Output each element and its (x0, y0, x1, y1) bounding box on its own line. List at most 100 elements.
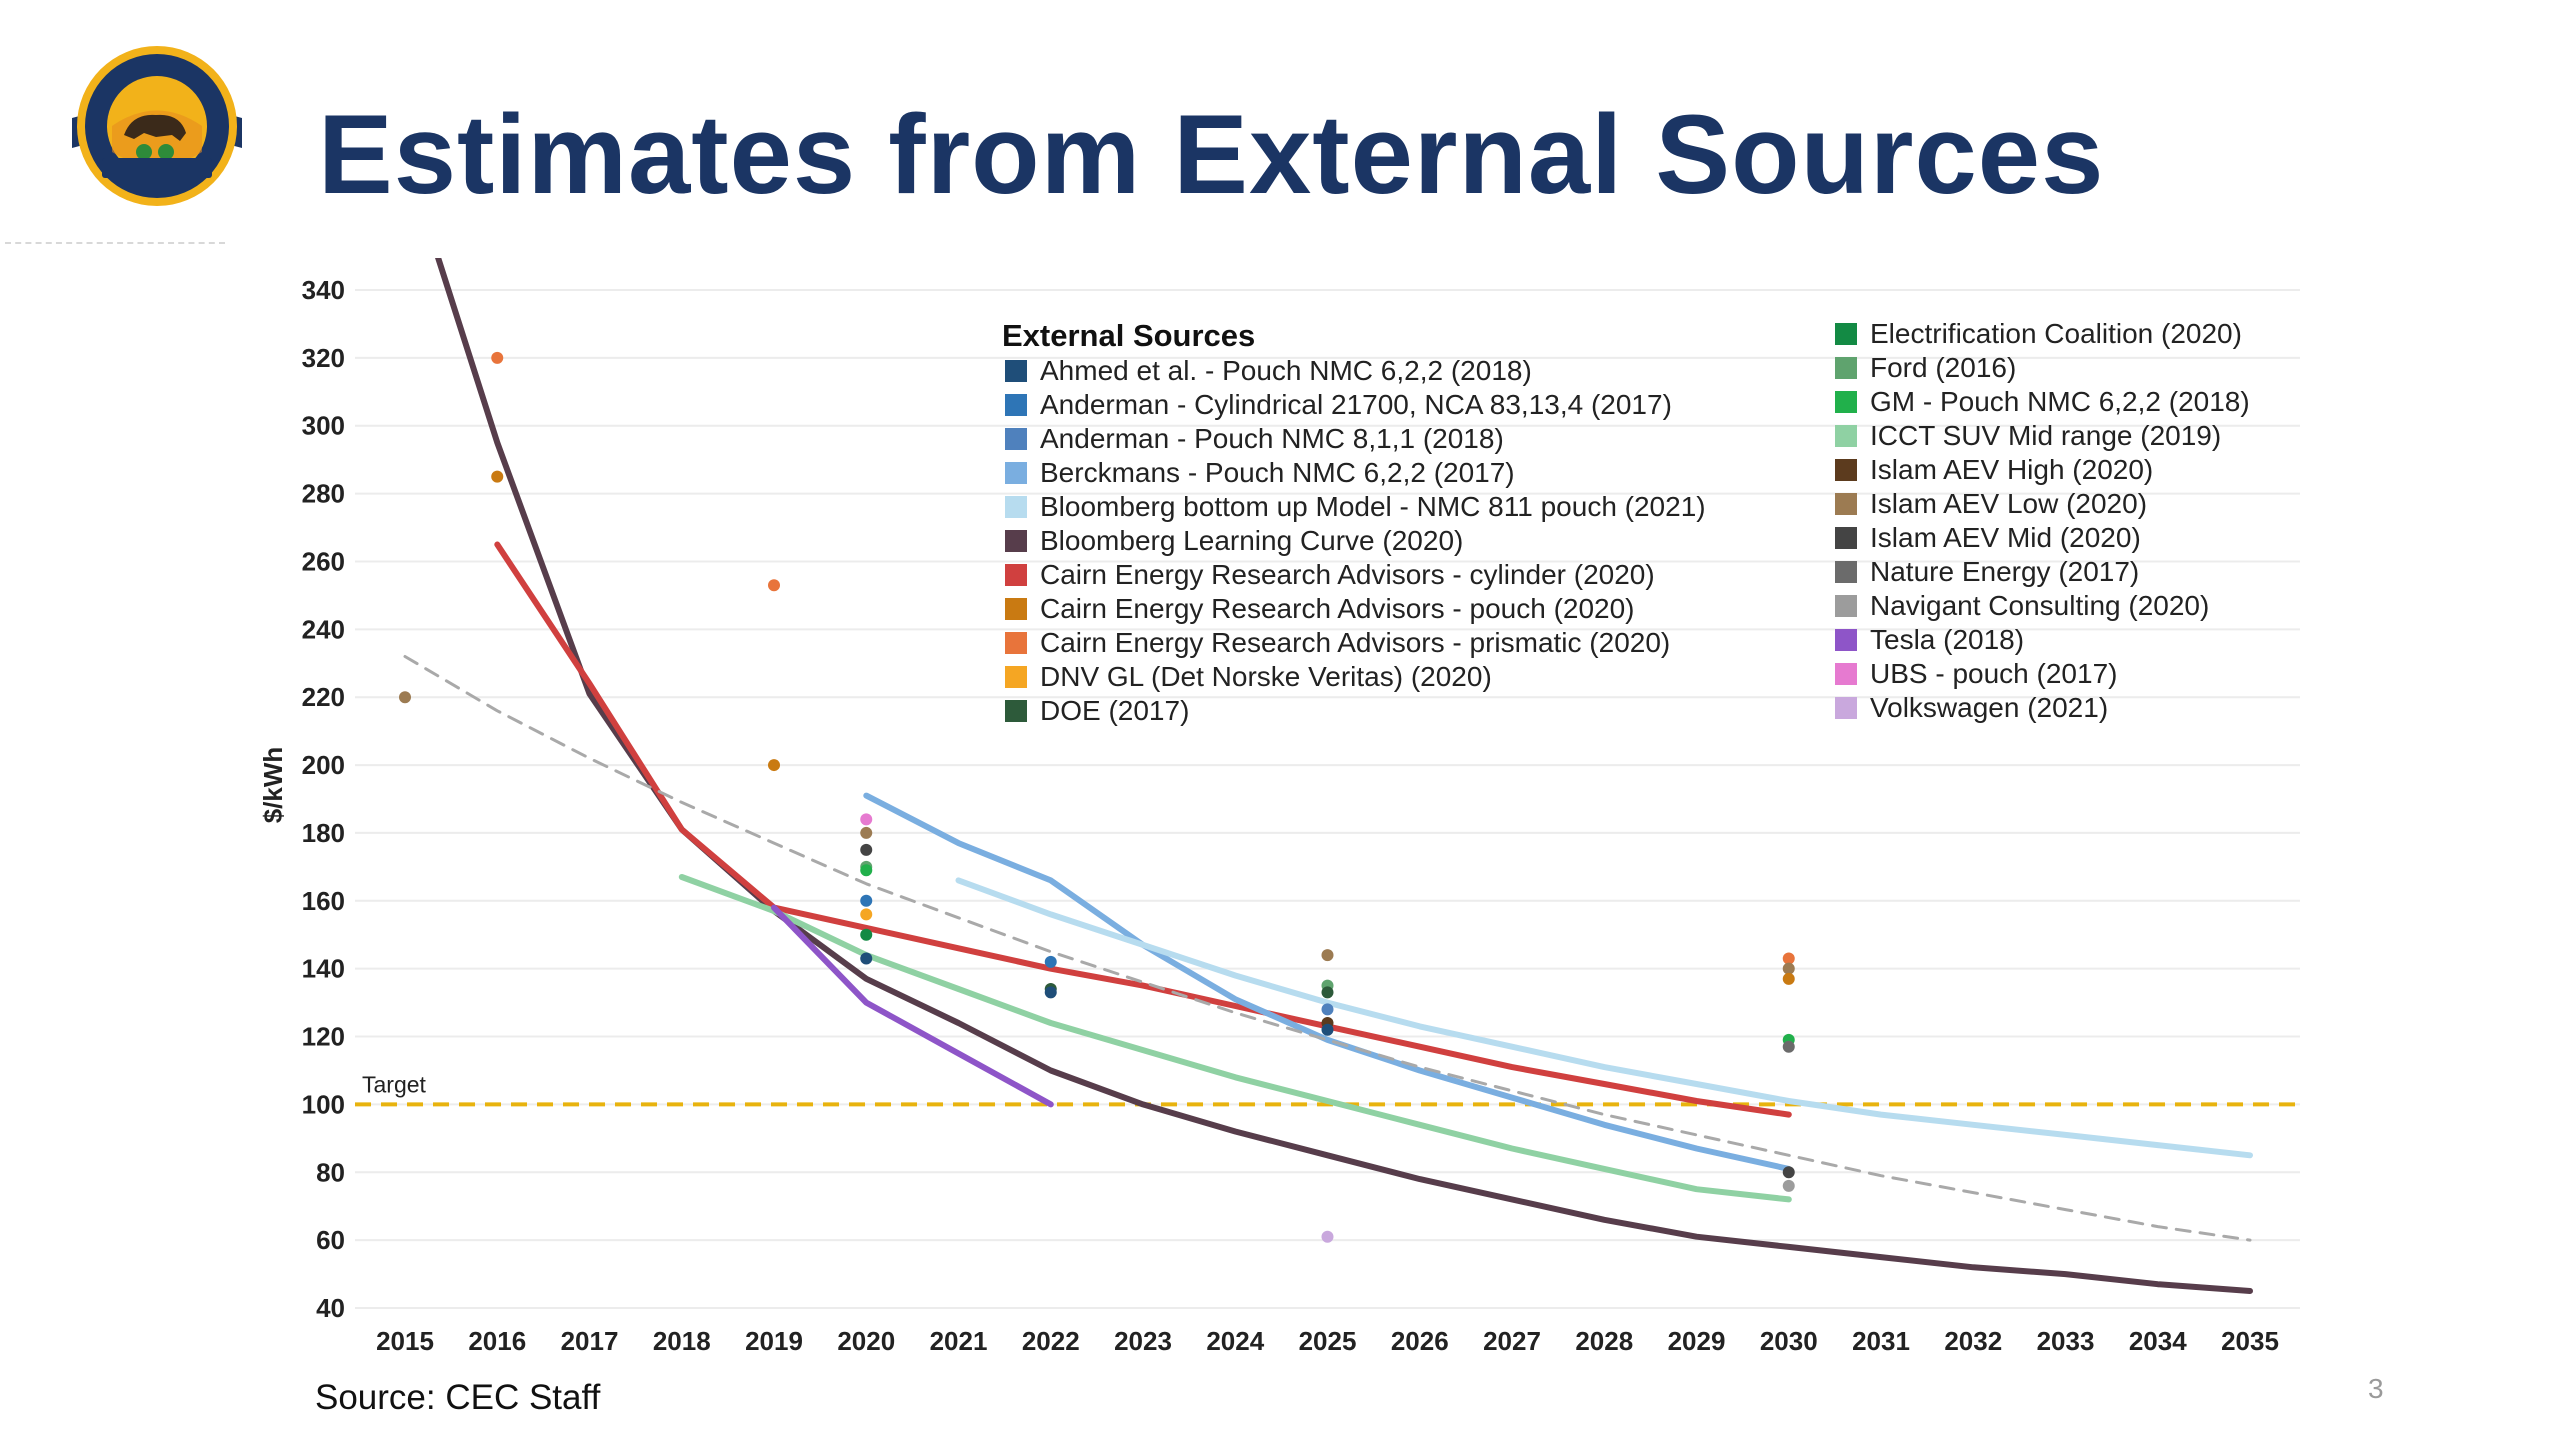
data-point (1044, 986, 1057, 999)
data-point (860, 843, 873, 856)
y-tick-label: 240 (302, 614, 345, 644)
legend-entry: ICCT SUV Mid range (2019) (1870, 420, 2221, 451)
legend-entry: DNV GL (Det Norske Veritas) (2020) (1040, 661, 1492, 692)
legend-swatch (1835, 697, 1857, 719)
legend-entry: Navigant Consulting (2020) (1870, 590, 2209, 621)
x-tick-label: 2033 (2037, 1326, 2095, 1356)
source-note: Source: CEC Staff (315, 1378, 601, 1417)
data-point (1321, 949, 1334, 962)
data-point (1321, 1230, 1334, 1243)
legend-entry: Anderman - Cylindrical 21700, NCA 83,13,… (1040, 389, 1672, 420)
x-tick-label: 2017 (561, 1326, 619, 1356)
series-line (863, 792, 1792, 1172)
data-point (860, 952, 873, 965)
y-tick-label: 80 (316, 1157, 345, 1187)
legend-title: External Sources (1002, 318, 1255, 353)
series-line (494, 541, 1792, 1118)
y-tick-label: 320 (302, 343, 345, 373)
data-point (1321, 986, 1334, 999)
x-tick-label: 2032 (1944, 1326, 2002, 1356)
legend-entry: Bloomberg bottom up Model - NMC 811 pouc… (1040, 491, 1706, 522)
legend-swatch (1005, 394, 1027, 416)
legend-entry: Berckmans - Pouch NMC 6,2,2 (2017) (1040, 457, 1515, 488)
y-tick-label: 120 (302, 1022, 345, 1052)
data-point (1782, 952, 1795, 965)
series-line (955, 877, 2253, 1159)
target-layer: Target (355, 1071, 2300, 1107)
x-tick-label: 2026 (1391, 1326, 1449, 1356)
x-tick-label: 2027 (1483, 1326, 1541, 1356)
legend-entry: UBS - pouch (2017) (1870, 658, 2117, 689)
legend-swatch (1005, 496, 1027, 518)
x-tick-label: 2029 (1668, 1326, 1726, 1356)
data-point (399, 691, 411, 704)
legend-swatch (1835, 663, 1857, 685)
data-point (1782, 1166, 1795, 1179)
x-tick-label: 2021 (930, 1326, 988, 1356)
data-point (1782, 972, 1795, 985)
page-number: 3 (2368, 1373, 2384, 1404)
x-tick-label: 2015 (376, 1326, 434, 1356)
data-point (491, 351, 504, 364)
legend-entry: Islam AEV High (2020) (1870, 454, 2153, 485)
series-line (403, 655, 2252, 1242)
x-tick-label: 2030 (1760, 1326, 1818, 1356)
legend-swatch (1835, 561, 1857, 583)
legend-swatch (1835, 629, 1857, 651)
data-point (860, 813, 873, 826)
x-tick-label: 2016 (468, 1326, 526, 1356)
data-point (768, 759, 780, 772)
legend-swatch (1005, 666, 1027, 688)
legend-swatch (1835, 459, 1857, 481)
x-tick-label: 2028 (1575, 1326, 1633, 1356)
data-point (860, 864, 873, 877)
y-tick-label: 260 (302, 546, 345, 576)
legend-swatch (1005, 462, 1027, 484)
data-point (1321, 1023, 1334, 1036)
legend-swatch (1835, 595, 1857, 617)
y-tick-label: 100 (302, 1089, 345, 1119)
legend-swatch (1005, 700, 1027, 722)
x-tick-label: 2034 (2129, 1326, 2187, 1356)
data-point (768, 579, 780, 592)
data-point (1782, 962, 1795, 975)
axes-layer: 40 60 80 100 120 140 160 180 200 220 240 260 280 300 3… (258, 275, 2279, 1356)
data-point (860, 894, 873, 907)
data-point (491, 470, 504, 483)
legend-swatch (1835, 357, 1857, 379)
x-tick-label: 2035 (2221, 1326, 2279, 1356)
california-energy-commission-logo (62, 40, 252, 212)
legend-entry: Ford (2016) (1870, 352, 2016, 383)
data-point (1321, 1003, 1334, 1016)
legend-entry: Anderman - Pouch NMC 8,1,1 (2018) (1040, 423, 1504, 454)
y-tick-label: 140 (302, 954, 345, 984)
x-tick-label: 2018 (653, 1326, 711, 1356)
y-tick-label: 60 (316, 1225, 345, 1255)
legend-entry: GM - Pouch NMC 6,2,2 (2018) (1870, 386, 2250, 417)
legend-swatch (1005, 428, 1027, 450)
legend-swatch (1835, 493, 1857, 515)
y-axis-title: $/kWh (258, 747, 288, 824)
legend-swatch (1005, 598, 1027, 620)
legend-entry: Electrification Coalition (2020) (1870, 318, 2242, 349)
y-tick-label: 180 (302, 818, 345, 848)
x-tick-label: 2019 (745, 1326, 803, 1356)
header-divider (5, 242, 225, 244)
x-tick-label: 2023 (1114, 1326, 1172, 1356)
legend-entry: Islam AEV Low (2020) (1870, 488, 2147, 519)
legend-swatch (1005, 530, 1027, 552)
series-line (771, 904, 1054, 1108)
legend-swatch (1835, 425, 1857, 447)
data-point (860, 928, 873, 941)
legend-swatch (1835, 323, 1857, 345)
legend-swatch (1005, 632, 1027, 654)
legend-entry: Ahmed et al. - Pouch NMC 6,2,2 (2018) (1040, 355, 1532, 386)
chart-grid (355, 289, 2300, 1309)
x-tick-label: 2025 (1299, 1326, 1357, 1356)
legend-swatch (1835, 391, 1857, 413)
y-tick-label: 300 (302, 411, 345, 441)
target-label: Target (362, 1071, 427, 1097)
slide-title: Estimates from External Sources (318, 92, 2105, 217)
